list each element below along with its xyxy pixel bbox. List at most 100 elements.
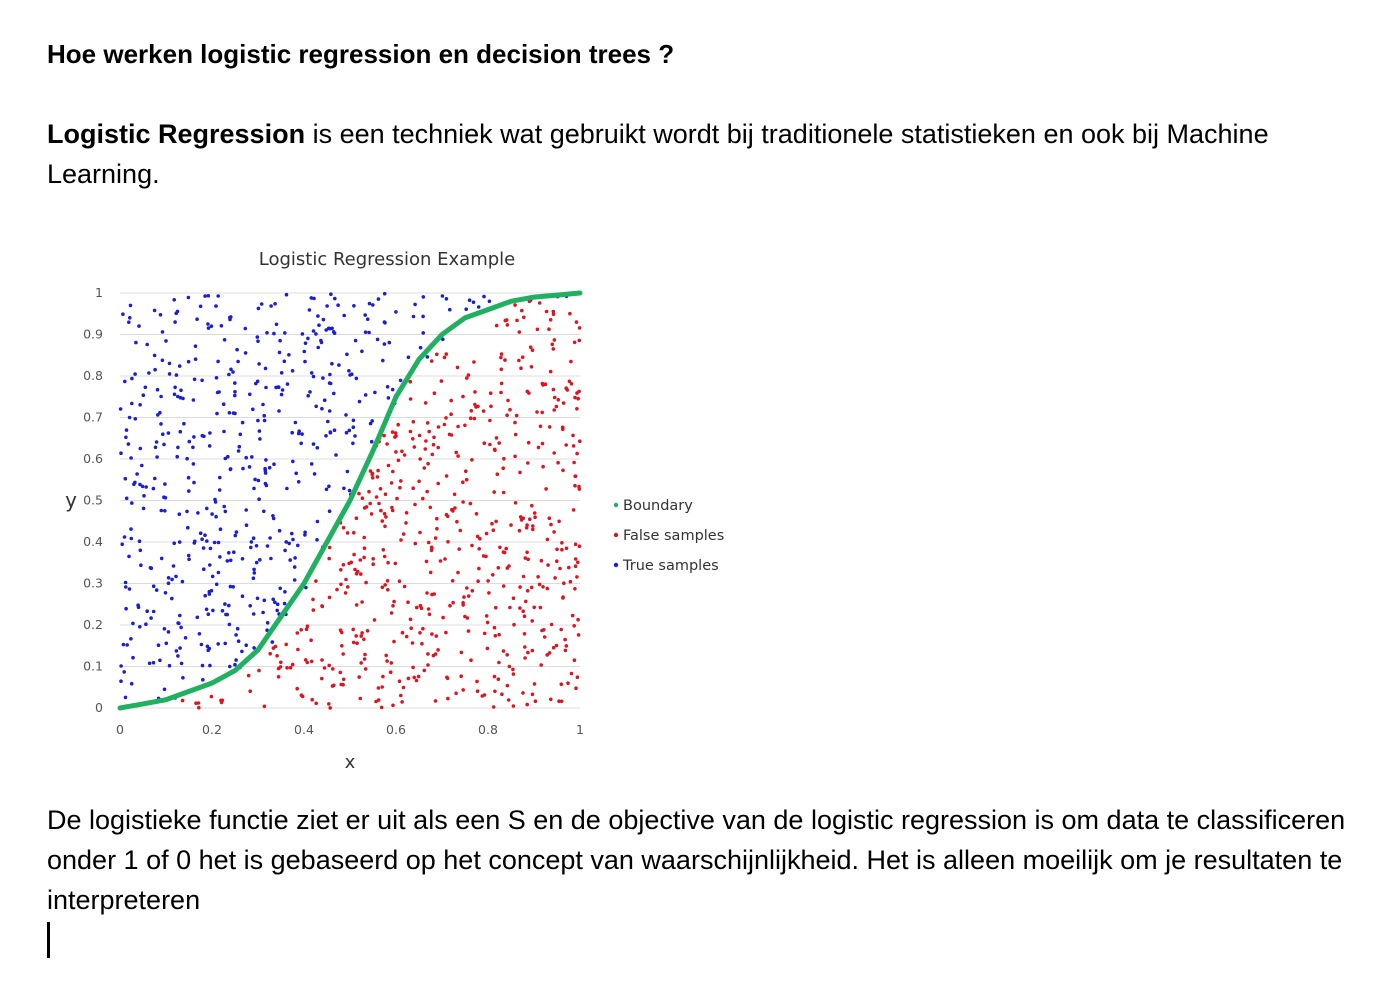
sample-point xyxy=(488,391,493,395)
sample-point xyxy=(249,545,253,550)
sample-point xyxy=(206,294,211,298)
sample-point xyxy=(251,536,256,540)
sample-point xyxy=(365,629,370,633)
sample-point xyxy=(513,501,518,505)
sample-point xyxy=(391,604,395,608)
sample-point xyxy=(248,604,252,608)
sample-point xyxy=(572,460,576,465)
sample-point xyxy=(490,521,494,526)
sample-point xyxy=(316,345,321,350)
sample-point xyxy=(572,340,577,345)
sample-point xyxy=(152,308,157,313)
legend-marker-true xyxy=(613,562,619,568)
sample-point xyxy=(476,305,481,309)
sample-point xyxy=(180,579,185,584)
sample-point xyxy=(556,398,561,402)
sample-point xyxy=(283,548,287,553)
sample-point xyxy=(212,540,217,545)
sample-point xyxy=(440,294,445,298)
sample-point xyxy=(444,297,449,301)
sample-point xyxy=(521,609,525,613)
sample-point xyxy=(519,366,523,370)
sample-point xyxy=(457,547,462,551)
sample-point xyxy=(404,634,409,639)
sample-point xyxy=(399,693,403,698)
sample-point xyxy=(327,381,332,385)
sample-point xyxy=(394,434,398,438)
sample-point xyxy=(147,371,151,375)
sample-point xyxy=(433,536,438,540)
sample-point xyxy=(385,442,389,446)
sample-point xyxy=(171,564,176,568)
sample-point xyxy=(138,482,142,487)
sample-point xyxy=(382,291,387,296)
sample-point xyxy=(463,614,467,619)
sample-point xyxy=(436,445,441,450)
sample-point xyxy=(396,422,401,427)
sample-point xyxy=(504,318,509,322)
sample-point xyxy=(173,385,177,390)
sample-point xyxy=(124,606,128,611)
sample-point xyxy=(310,697,315,702)
sample-point xyxy=(523,645,527,649)
sample-point xyxy=(449,412,453,416)
sample-point xyxy=(124,496,129,501)
sample-point xyxy=(327,702,331,706)
sample-point xyxy=(577,326,582,330)
sample-point xyxy=(411,314,416,319)
sample-point xyxy=(390,387,395,392)
sample-point xyxy=(322,666,327,670)
sample-point xyxy=(173,320,177,324)
sample-point xyxy=(575,407,579,411)
sample-point xyxy=(568,579,573,584)
sample-point xyxy=(305,660,310,665)
sample-point xyxy=(557,519,561,524)
sample-point xyxy=(537,582,542,587)
sample-point xyxy=(234,658,238,662)
sample-point xyxy=(199,642,204,647)
sample-point xyxy=(382,320,387,324)
sample-point xyxy=(475,534,480,539)
page-heading: Hoe werken logistic regression en decisi… xyxy=(47,39,675,69)
sample-point xyxy=(130,501,134,505)
sample-point xyxy=(244,508,248,512)
sample-point xyxy=(449,433,454,437)
sample-point xyxy=(252,567,256,572)
sample-point xyxy=(174,373,179,377)
sample-point xyxy=(476,404,480,409)
sample-point xyxy=(254,544,259,548)
sample-point xyxy=(296,647,300,652)
sample-point xyxy=(529,585,534,590)
sample-point xyxy=(381,674,385,679)
sample-point xyxy=(309,659,314,664)
sample-point xyxy=(278,665,283,669)
sample-point xyxy=(271,646,276,650)
sample-point xyxy=(205,506,209,511)
sample-point xyxy=(540,381,545,386)
sample-point xyxy=(435,516,439,521)
sample-point xyxy=(386,396,391,400)
sample-point xyxy=(159,508,164,513)
sample-point xyxy=(537,301,542,305)
sample-point xyxy=(327,556,332,561)
sample-point xyxy=(431,442,436,447)
sample-point xyxy=(514,413,519,418)
sample-point xyxy=(248,689,252,693)
sample-point xyxy=(222,338,227,342)
sample-point xyxy=(425,355,430,359)
sample-point xyxy=(391,703,395,708)
sample-point xyxy=(311,329,316,333)
sample-point xyxy=(501,490,506,495)
sample-point xyxy=(363,313,368,317)
sample-point xyxy=(305,624,310,628)
sample-point xyxy=(562,581,566,585)
sample-point xyxy=(418,457,423,461)
sample-point xyxy=(129,527,133,531)
sample-point xyxy=(292,578,297,582)
sample-point xyxy=(351,627,356,632)
sample-point xyxy=(548,318,553,322)
sample-point xyxy=(324,487,329,492)
sample-point xyxy=(162,687,167,692)
sample-point xyxy=(398,378,403,383)
sample-point xyxy=(192,377,197,382)
